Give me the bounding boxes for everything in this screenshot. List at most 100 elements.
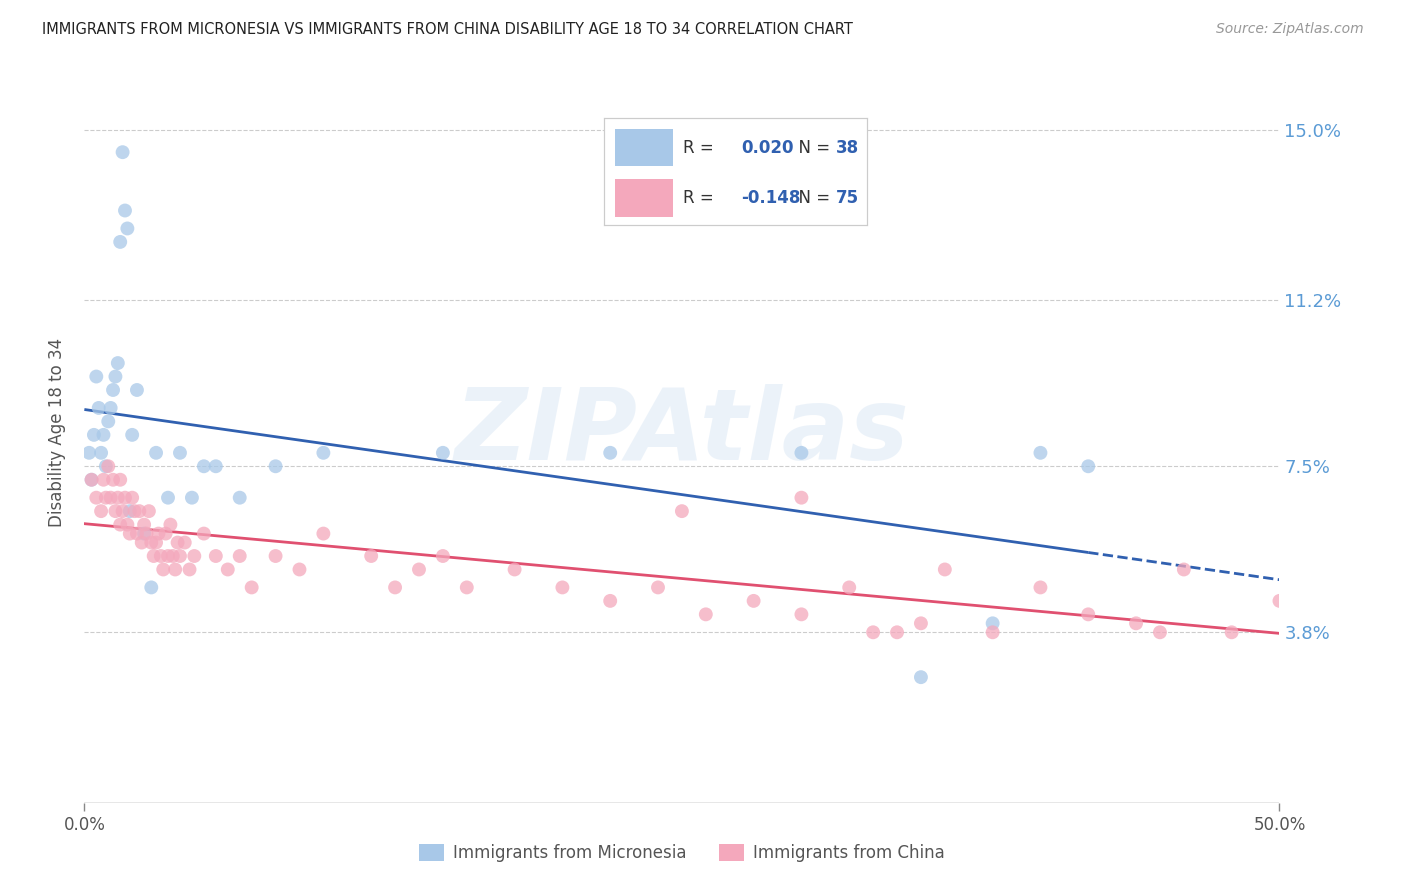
Point [384, 581, 406, 595]
Point [93, 428, 115, 442]
Point [111, 504, 134, 518]
Point [599, 594, 621, 608]
Point [157, 549, 180, 563]
Point [121, 491, 143, 505]
Text: IMMIGRANTS FROM MICRONESIA VS IMMIGRANTS FROM CHINA DISABILITY AGE 18 TO 34 CORR: IMMIGRANTS FROM MICRONESIA VS IMMIGRANTS… [42, 22, 853, 37]
Point [114, 491, 136, 505]
Point [94, 459, 117, 474]
Point [125, 383, 148, 397]
Point [135, 526, 157, 541]
Point [87, 401, 110, 415]
Point [86, 491, 108, 505]
Point [790, 607, 813, 622]
Point [169, 549, 191, 563]
Point [118, 504, 141, 518]
Point [149, 549, 172, 563]
Point [100, 401, 122, 415]
Point [1125, 616, 1147, 631]
Y-axis label: Disability Age 18 to 34: Disability Age 18 to 34 [48, 338, 66, 527]
Point [80, 473, 103, 487]
Text: ZIPAtlas: ZIPAtlas [454, 384, 910, 481]
Point [157, 491, 180, 505]
Point [934, 562, 956, 576]
Point [93, 473, 115, 487]
Point [790, 446, 813, 460]
Point [138, 504, 160, 518]
Point [1149, 625, 1171, 640]
Point [165, 562, 187, 576]
Point [111, 145, 134, 160]
Point [107, 491, 129, 505]
Point [141, 535, 163, 549]
Point [503, 562, 526, 576]
Point [173, 535, 195, 549]
Point [110, 517, 132, 532]
Point [104, 369, 127, 384]
Point [110, 473, 132, 487]
Point [312, 526, 335, 541]
Point [981, 625, 1004, 640]
Point [166, 535, 188, 549]
Point [107, 356, 129, 370]
Point [101, 473, 124, 487]
Point [145, 446, 167, 460]
Point [408, 562, 430, 576]
Point [1029, 581, 1052, 595]
Point [179, 562, 201, 576]
Point [229, 549, 252, 563]
Point [229, 491, 252, 505]
Point [169, 446, 191, 460]
Point [181, 491, 204, 505]
Point [671, 504, 693, 518]
Point [183, 549, 205, 563]
Point [128, 504, 150, 518]
Point [193, 526, 215, 541]
Point [83, 428, 105, 442]
Point [117, 517, 139, 532]
Point [456, 581, 478, 595]
Point [132, 526, 156, 541]
Point [86, 369, 108, 384]
Point [193, 459, 215, 474]
Point [1029, 446, 1052, 460]
Point [162, 549, 184, 563]
Point [360, 549, 382, 563]
Point [90, 446, 112, 460]
Point [742, 594, 765, 608]
Point [145, 535, 167, 549]
Point [124, 504, 146, 518]
Point [205, 549, 228, 563]
Point [117, 221, 139, 235]
Point [264, 549, 287, 563]
Point [790, 491, 813, 505]
Point [142, 549, 165, 563]
Point [1173, 562, 1195, 576]
Point [432, 549, 454, 563]
Point [599, 446, 621, 460]
Point [647, 581, 669, 595]
Point [981, 616, 1004, 631]
Point [94, 491, 117, 505]
Text: Source: ZipAtlas.com: Source: ZipAtlas.com [1216, 22, 1364, 37]
Point [1268, 594, 1291, 608]
Point [1220, 625, 1243, 640]
Point [910, 670, 932, 684]
Point [100, 491, 122, 505]
Point [217, 562, 239, 576]
Point [118, 526, 141, 541]
Point [101, 383, 124, 397]
Point [264, 459, 287, 474]
Point [838, 581, 860, 595]
Point [141, 581, 163, 595]
Point [110, 235, 132, 249]
Point [131, 535, 153, 549]
Legend: Immigrants from Micronesia, Immigrants from China: Immigrants from Micronesia, Immigrants f… [412, 837, 952, 869]
Point [114, 203, 136, 218]
Point [862, 625, 884, 640]
Point [121, 428, 143, 442]
Point [77, 446, 100, 460]
Point [97, 414, 120, 428]
Point [432, 446, 454, 460]
Point [104, 504, 127, 518]
Point [886, 625, 908, 640]
